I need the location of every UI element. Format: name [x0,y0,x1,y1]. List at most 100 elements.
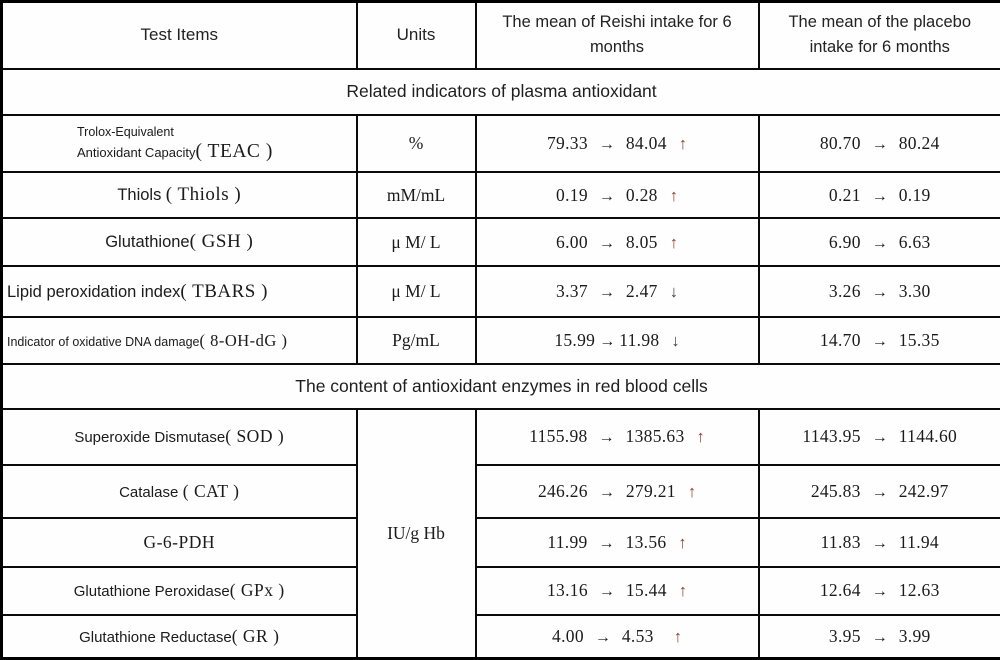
test-item-acronym: ( 8-OH-dG ) [199,330,288,350]
value-after: 15.35 [898,330,940,351]
value-before: 13.16 [547,580,588,601]
section-title-antioxidant-enzymes: The content of antioxidant enzymes in re… [0,363,1000,410]
table-row: Lipid peroxidation index( TBARS ) μ M/ L… [0,265,1000,319]
value-before: 1143.95 [802,426,861,447]
test-item-acronym: ( CAT ) [182,480,240,501]
header-row: Test Items Units The mean of Reishi inta… [0,0,1000,70]
unit-cell: μ M/ L [355,217,477,268]
col-header-test-items: Test Items [0,0,358,70]
section-title-plasma-antioxidant: Related indicators of plasma antioxidant [0,67,1000,116]
right-arrow-icon: → [871,187,888,205]
value-before: 11.99 [547,531,588,552]
trend-arrow-icon: ↑ [669,232,678,252]
value-after: 13.56 [625,531,667,552]
right-arrow-icon: → [871,483,888,501]
test-item-cell: G-6-PDH [0,516,358,568]
placebo-value-cell: 12.64 → 12.63 [757,565,1000,616]
unit-cell: μ M/ L [355,265,477,319]
table-row: Catalase ( CAT ) 246.26 → 279.21 ↑ 245.83 → 2… [0,463,1000,519]
value-after: 84.04 [625,132,667,153]
table-row: Trolox-Equivalent Antioxidant Capacity( … [0,113,1000,173]
test-item-name: Catalase [119,483,179,501]
test-item-acronym: ( Thiols ) [165,184,242,205]
right-arrow-icon: → [871,534,888,552]
table-row: Superoxide Dismutase( SOD ) IU/g Hb 1155… [0,407,1000,660]
placebo-value-cell: 3.95 → 3.99 [757,613,1000,660]
test-item-acronym: ( GSH ) [189,231,254,253]
col-header-placebo: The mean of the placebo intake for 6 mon… [757,0,1000,70]
test-item-cell: Lipid peroxidation index( TBARS ) [0,265,358,319]
right-arrow-icon: → [598,187,615,205]
value-before: 1155.98 [529,426,588,447]
right-arrow-icon: → [598,583,615,601]
placebo-value-cell: 14.70 → 15.35 [757,316,1000,366]
value-before: 4.00 [552,625,584,646]
unit-cell: mM/mL [355,170,477,220]
test-item-acronym: ( GR ) [231,625,280,646]
reishi-value-cell: 11.99 → 13.56 ↑ [474,516,760,568]
value-before: 246.26 [537,480,588,501]
trend-arrow-icon: ↑ [687,481,697,501]
right-arrow-icon: → [598,284,615,302]
reishi-value-cell: 0.19 → 0.28 ↑ [474,170,760,220]
test-item-cell: Catalase ( CAT ) [0,463,358,519]
trend-arrow-icon: ↑ [678,532,687,552]
test-item-cell: Glutathione Peroxidase( GPx ) [0,565,358,616]
test-item-name-small: Trolox-Equivalent [77,124,174,139]
value-after: 242.97 [898,480,949,501]
right-arrow-icon: → [871,583,888,601]
col-header-units: Units [355,0,477,70]
right-arrow-icon: → [871,284,888,302]
placebo-value-cell: 80.70 → 80.24 [757,113,1000,173]
test-item-name: Superoxide Dismutase [74,429,226,447]
test-item-name: Glutathione Reductase [79,628,232,646]
reishi-value-cell: 246.26 → 279.21 ↑ [474,463,760,519]
value-before: 6.00 [556,231,588,252]
value-after: 11.94 [898,531,939,552]
reishi-value-cell: 1155.98 → 1385.63 ↑ [474,407,760,466]
shared-unit-cell: IU/g Hb [355,407,477,660]
value-after: 11.98 [619,330,660,351]
table-row: Indicator of oxidative DNA damage( 8-OH-… [0,316,1000,366]
trend-arrow-icon: ↓ [671,331,680,351]
value-before: 15.99 [554,330,596,351]
table-row: Glutathione Peroxidase( GPx ) 13.16 → 15.4… [0,565,1000,616]
trend-arrow-icon: ↑ [678,133,687,153]
trend-arrow-icon: ↓ [669,282,678,302]
value-after: 2.47 [625,281,658,302]
test-item-name: Indicator of oxidative DNA damage [7,334,200,349]
test-item-acronym: ( TEAC ) [195,141,273,163]
value-after: 80.24 [898,132,940,153]
right-arrow-icon: → [599,333,616,351]
test-item-name: Thiols [117,186,162,204]
right-arrow-icon: → [594,628,611,646]
test-item-name: Glutathione Peroxidase [73,583,230,601]
value-before: 12.64 [819,580,861,601]
trend-arrow-icon: ↑ [678,581,687,601]
unit-cell: % [355,113,477,173]
value-before: 3.95 [828,625,861,646]
value-after: 3.30 [898,281,931,302]
value-before: 245.83 [810,480,861,501]
value-after: 1385.63 [625,426,685,447]
value-after: 4.53 [621,625,654,646]
test-item-acronym: ( TBARS ) [180,280,268,302]
table-row: Glutathione Reductase( GR ) 4.00 → 4.53 ↑ 3… [0,613,1000,660]
test-item-name: Glutathione [105,233,190,252]
right-arrow-icon: → [598,234,615,252]
right-arrow-icon: → [871,429,888,447]
value-after: 6.63 [898,231,931,252]
unit-cell: Pg/mL [355,316,477,366]
placebo-value-cell: 3.26 → 3.30 [757,265,1000,319]
value-before: 14.70 [819,330,861,351]
reishi-value-cell: 3.37 → 2.47 ↓ [474,265,760,319]
test-item-acronym: ( SOD ) [225,426,285,447]
value-after: 1144.60 [898,426,958,447]
value-after: 279.21 [625,480,676,501]
value-after: 15.44 [625,580,667,601]
section-title-row: Related indicators of plasma antioxidant [0,67,1000,116]
placebo-value-cell: 6.90 → 6.63 [757,217,1000,268]
value-before: 3.37 [556,281,588,302]
test-item-cell: Glutathione Reductase( GR ) [0,613,358,660]
